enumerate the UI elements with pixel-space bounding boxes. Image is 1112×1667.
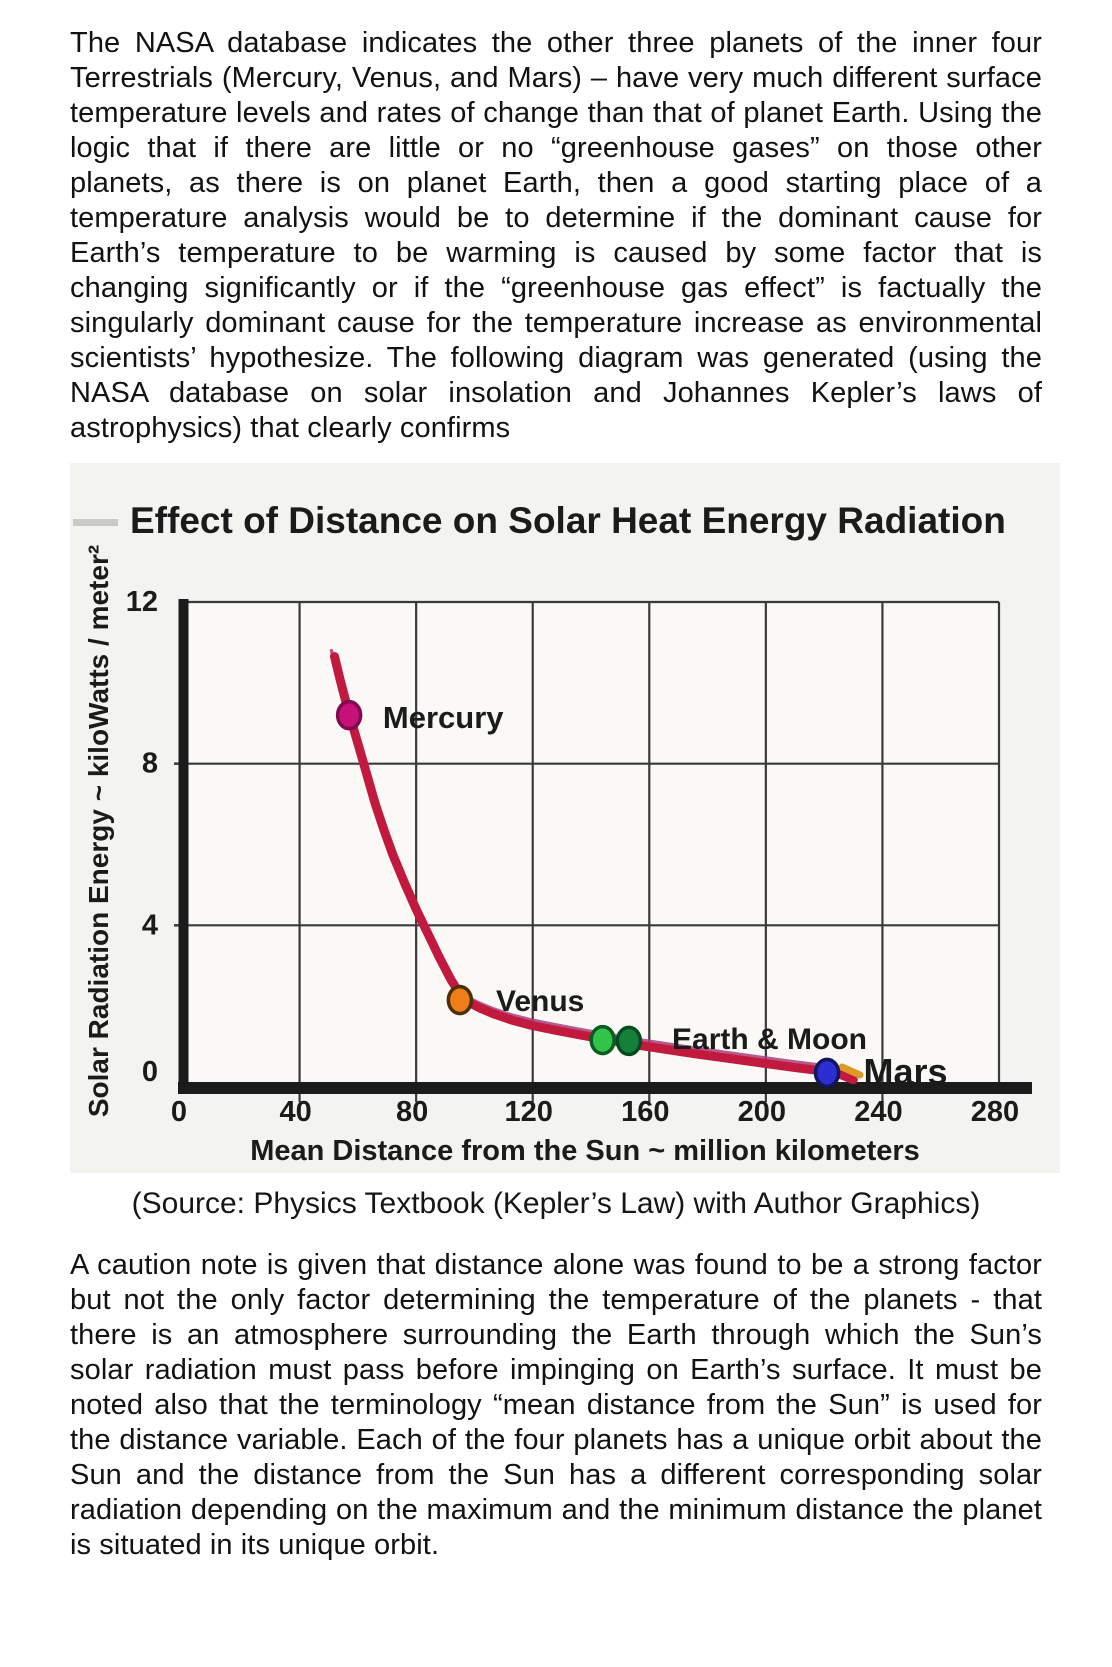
radiation-curve bbox=[330, 652, 858, 1085]
mars-point bbox=[813, 1057, 841, 1089]
x-tick-label-280: 280 bbox=[971, 1096, 1019, 1128]
chart-title: Effect of Distance on Solar Heat Energy … bbox=[130, 500, 1006, 541]
venus-point bbox=[446, 984, 474, 1016]
label-mars: Mars bbox=[863, 1051, 947, 1092]
paragraph-bottom: A caution note is given that distance al… bbox=[70, 1249, 1042, 1561]
plot-area bbox=[183, 602, 999, 1087]
x-tick-label-200: 200 bbox=[738, 1096, 786, 1128]
label-earth-moon: Earth & Moon bbox=[672, 1023, 867, 1056]
curve-end-dash bbox=[838, 1063, 864, 1079]
x-tick-label-120: 120 bbox=[505, 1096, 553, 1128]
label-mercury: Mercury bbox=[383, 700, 504, 735]
moon-point bbox=[615, 1025, 643, 1057]
solar-radiation-figure: Mercury Venus Earth & Moon Mars 0 40 80 120 160 2… bbox=[70, 463, 1060, 1173]
y-axis-label: Solar Radiation Energy ~ kiloWatts / met… bbox=[83, 545, 114, 1117]
x-tick-label-0: 0 bbox=[171, 1096, 187, 1128]
x-tick-label-40: 40 bbox=[279, 1096, 311, 1128]
y-tick-label-0: 0 bbox=[142, 1056, 158, 1088]
label-venus: Venus bbox=[496, 985, 584, 1018]
y-tick-label-8: 8 bbox=[142, 748, 158, 780]
y-tick-label-12: 12 bbox=[126, 586, 158, 618]
x-tick-label-240: 240 bbox=[854, 1096, 902, 1128]
x-tick-label-80: 80 bbox=[396, 1096, 428, 1128]
earth-point bbox=[589, 1024, 616, 1056]
y-tick-label-4: 4 bbox=[142, 909, 158, 941]
x-tick-label-160: 160 bbox=[621, 1096, 669, 1128]
scan-artifact-dash bbox=[73, 519, 118, 526]
mercury-point bbox=[335, 699, 363, 731]
source-caption: (Source: Physics Textbook (Kepler’s Law)… bbox=[131, 1187, 981, 1220]
x-axis-label: Mean Distance from the Sun ~ million kil… bbox=[250, 1135, 920, 1167]
paragraph-top: The NASA database indicates the other th… bbox=[70, 27, 1042, 444]
